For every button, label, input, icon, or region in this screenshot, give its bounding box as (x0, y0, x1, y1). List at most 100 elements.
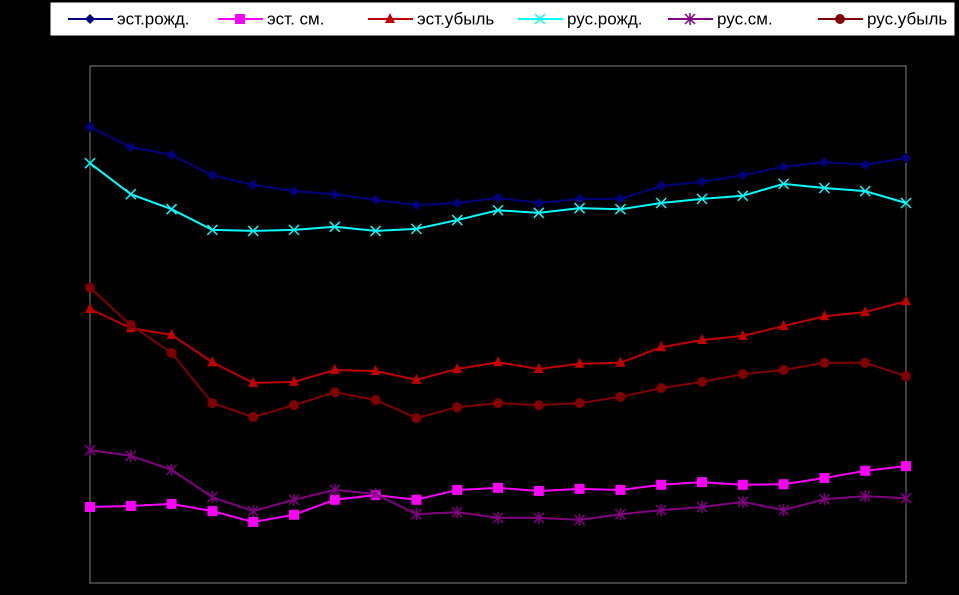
marker (248, 412, 259, 423)
marker (206, 491, 218, 504)
marker (656, 479, 667, 490)
marker (901, 295, 911, 306)
marker (166, 203, 178, 215)
marker (166, 498, 177, 509)
legend (49, 1, 956, 37)
marker (655, 197, 667, 209)
marker (493, 356, 503, 367)
marker (493, 482, 503, 493)
legend-label: рус.см. (717, 9, 773, 28)
marker (900, 197, 912, 209)
marker (656, 383, 667, 394)
legend-marker (684, 13, 696, 25)
marker (166, 328, 177, 339)
marker (370, 488, 382, 501)
marker (574, 193, 585, 204)
marker (411, 373, 422, 384)
marker (615, 484, 626, 495)
marker (411, 200, 422, 211)
marker (85, 122, 95, 133)
marker (819, 157, 830, 168)
legend-marker (385, 13, 395, 23)
marker (615, 391, 626, 402)
marker (737, 479, 748, 490)
marker (860, 306, 871, 317)
marker (859, 490, 871, 503)
marker (248, 516, 259, 527)
marker (125, 500, 136, 511)
marker (289, 375, 299, 386)
marker (574, 357, 585, 368)
marker (860, 357, 871, 368)
marker (247, 225, 259, 237)
marker (125, 449, 137, 462)
marker (493, 398, 503, 409)
legend-marker (235, 14, 245, 24)
marker (533, 362, 544, 373)
legend-label: эст.рожд. (117, 9, 190, 28)
marker (329, 221, 341, 233)
marker (207, 398, 218, 409)
marker (818, 182, 830, 194)
marker (207, 356, 218, 367)
plot-area (89, 65, 907, 584)
marker (778, 161, 789, 172)
marker (860, 159, 871, 170)
marker (533, 485, 544, 496)
marker (492, 511, 504, 524)
marker (289, 186, 299, 197)
marker (84, 157, 96, 169)
marker (696, 501, 708, 514)
marker (533, 400, 544, 411)
marker (85, 282, 95, 293)
marker (533, 511, 545, 524)
marker (697, 376, 707, 387)
marker (329, 189, 340, 200)
marker (289, 400, 299, 411)
marker (819, 310, 830, 321)
marker (533, 207, 545, 219)
legend-label: рус.рожд. (567, 9, 643, 28)
marker (289, 509, 299, 520)
marker (125, 142, 136, 153)
marker (574, 202, 586, 214)
marker (900, 492, 912, 505)
marker (901, 461, 911, 472)
marker (901, 371, 911, 382)
marker (329, 483, 341, 496)
marker (574, 483, 585, 494)
marker (84, 444, 96, 457)
marker (370, 194, 381, 205)
marker (329, 387, 340, 398)
marker (778, 504, 790, 517)
marker (615, 193, 626, 204)
marker (655, 504, 667, 517)
marker (737, 170, 748, 181)
marker (370, 225, 382, 237)
marker (493, 192, 503, 203)
marker (574, 513, 586, 526)
marker (207, 170, 218, 181)
legend-label: рус.убыль (867, 9, 947, 28)
marker (614, 203, 626, 215)
marker (778, 479, 789, 490)
marker (492, 204, 504, 216)
marker (166, 463, 178, 476)
marker (206, 224, 218, 236)
marker (452, 362, 463, 373)
marker (818, 493, 830, 506)
marker (574, 398, 585, 409)
marker (778, 364, 789, 375)
legend-label: эст.убыль (417, 9, 494, 28)
marker (737, 369, 748, 380)
marker (697, 176, 707, 187)
marker (329, 363, 340, 374)
marker (411, 413, 422, 424)
marker (207, 506, 218, 517)
marker (859, 185, 871, 197)
marker (452, 484, 463, 495)
marker (901, 153, 911, 164)
marker (819, 357, 830, 368)
